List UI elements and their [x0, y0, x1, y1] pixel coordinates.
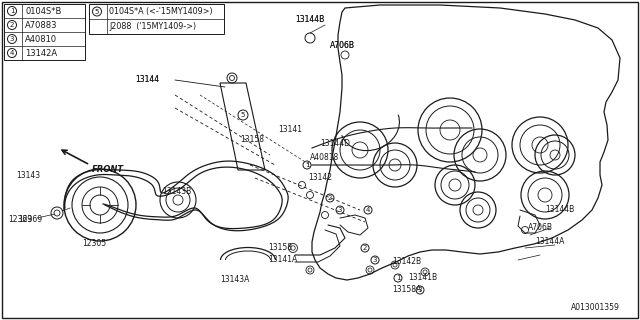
Text: J2088  ('15MY1409->): J2088 ('15MY1409->): [109, 22, 196, 31]
Text: 13158: 13158: [240, 135, 264, 145]
Bar: [4, 4, 85, 60]
Text: 2: 2: [10, 22, 14, 28]
Text: 1: 1: [396, 275, 400, 281]
Text: A40818: A40818: [310, 154, 339, 163]
Text: 13144B: 13144B: [295, 15, 324, 25]
Text: 13144A: 13144A: [535, 237, 564, 246]
Text: 13144B: 13144B: [295, 15, 324, 25]
Text: 13141B: 13141B: [408, 274, 437, 283]
Text: 5: 5: [241, 112, 245, 118]
Text: 13142A: 13142A: [25, 49, 57, 58]
Text: 13158A: 13158A: [392, 285, 421, 294]
Text: 13144: 13144: [135, 76, 159, 84]
Text: 2: 2: [328, 195, 332, 201]
Text: 3: 3: [10, 36, 14, 42]
Text: FRONT: FRONT: [92, 164, 124, 173]
Text: 1: 1: [10, 8, 14, 14]
Text: A40810: A40810: [25, 35, 57, 44]
Text: A706B: A706B: [330, 41, 355, 50]
Text: 13141: 13141: [278, 125, 302, 134]
Text: A013001359: A013001359: [571, 303, 620, 312]
Text: 13158: 13158: [268, 244, 292, 252]
Text: 4: 4: [366, 207, 370, 213]
Text: 13144B: 13144B: [545, 205, 574, 214]
Text: 13141A: 13141A: [268, 255, 297, 265]
Text: A706B: A706B: [528, 223, 553, 233]
Text: 13144: 13144: [135, 76, 159, 84]
Text: A70883: A70883: [25, 20, 58, 29]
Text: 12305: 12305: [82, 238, 106, 247]
Text: 5: 5: [95, 9, 99, 14]
Text: 13144D: 13144D: [320, 139, 350, 148]
Text: 3: 3: [372, 257, 377, 263]
Text: 0104S*B: 0104S*B: [25, 6, 61, 15]
Text: 12369: 12369: [18, 215, 42, 225]
Text: 1: 1: [305, 162, 309, 168]
Text: 3: 3: [418, 287, 422, 293]
Text: A706B: A706B: [330, 41, 355, 50]
Text: 3: 3: [338, 207, 342, 213]
Text: 0104S*A (<-'15MY1409>): 0104S*A (<-'15MY1409>): [109, 7, 212, 16]
Bar: [89, 4, 224, 34]
Text: 13143A: 13143A: [220, 276, 250, 284]
Text: 13142B: 13142B: [392, 258, 421, 267]
Text: 2: 2: [363, 245, 367, 251]
Text: 12369: 12369: [8, 215, 32, 225]
Text: 4: 4: [10, 50, 14, 56]
Text: 13142: 13142: [308, 173, 332, 182]
Text: 13143B: 13143B: [162, 188, 191, 196]
Text: 13143: 13143: [16, 171, 40, 180]
